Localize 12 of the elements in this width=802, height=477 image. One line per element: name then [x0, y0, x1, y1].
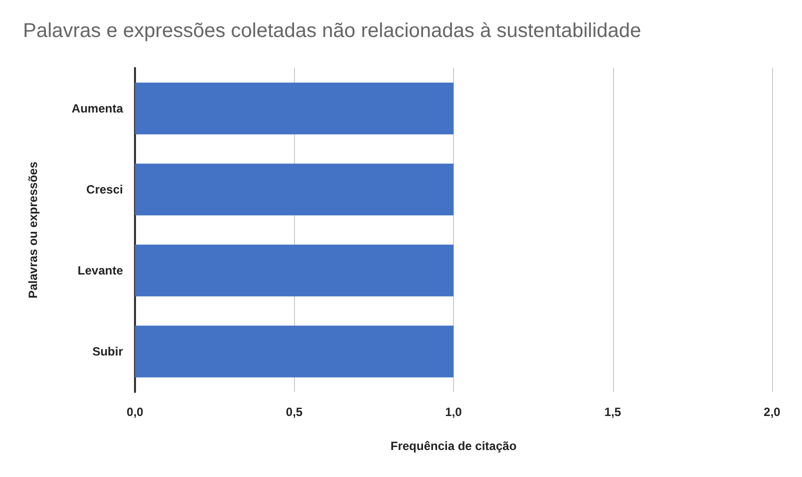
x-axis-title: Frequência de citação: [390, 439, 517, 453]
y-tick-label: Cresci: [86, 182, 123, 196]
x-tick-label: 2,0: [764, 405, 781, 419]
y-tick-label: Levante: [78, 264, 124, 278]
y-tick-label: Aumenta: [72, 102, 124, 116]
chart-title: Palavras e expressões coletadas não relacionadas à sustentabilidade: [23, 20, 642, 42]
x-tick-label: 0,0: [126, 405, 144, 419]
x-tick-label: 1,5: [604, 405, 622, 419]
x-tick-label: 0,5: [286, 405, 303, 419]
y-axis-title: Palavras ou expressões: [26, 161, 40, 298]
x-tick-label: 1,0: [445, 405, 462, 419]
y-tick-label: Subir: [92, 344, 124, 358]
